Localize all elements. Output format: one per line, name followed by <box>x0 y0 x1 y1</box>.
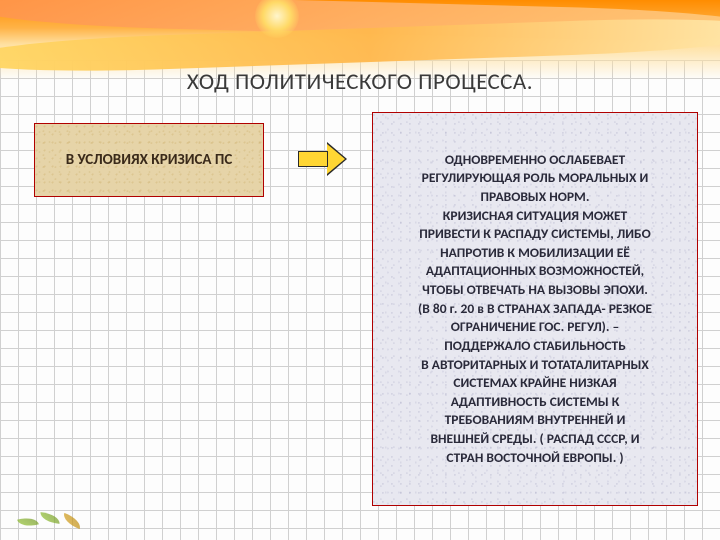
slide-title: ХОД ПОЛИТИЧЕСКОГО ПРОЦЕССА. <box>0 68 720 96</box>
left-callout-box: В УСЛОВИЯХ КРИЗИСА ПС <box>34 123 264 197</box>
right-callout-text: ОДНОВРЕМЕННО ОСЛАБЕВАЕТ РЕГУЛИРУЮЩАЯ РОЛ… <box>418 151 652 468</box>
arrow-icon <box>298 141 346 177</box>
leaf-decoration <box>18 507 88 532</box>
right-callout-box: ОДНОВРЕМЕННО ОСЛАБЕВАЕТ РЕГУЛИРУЮЩАЯ РОЛ… <box>372 112 698 506</box>
left-callout-text: В УСЛОВИЯХ КРИЗИСА ПС <box>62 147 237 174</box>
